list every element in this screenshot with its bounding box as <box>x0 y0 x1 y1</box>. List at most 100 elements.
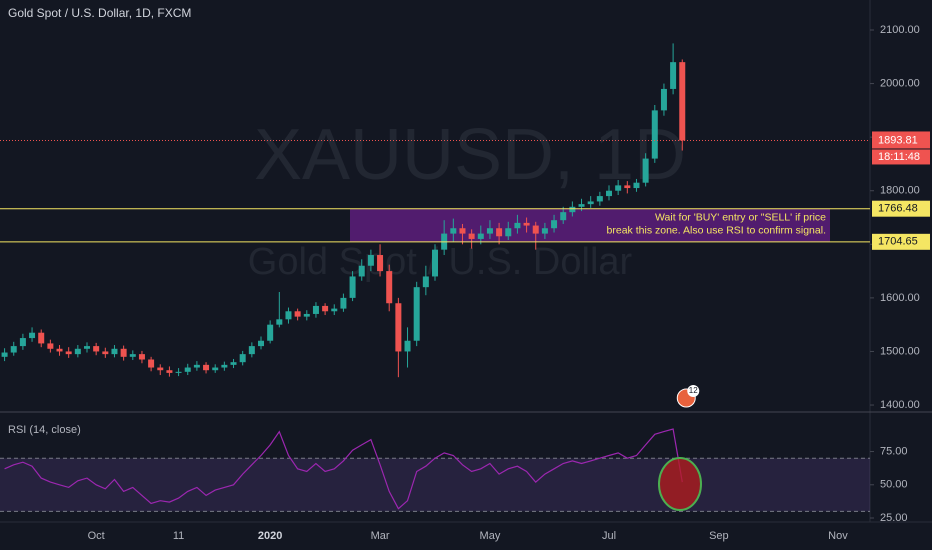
candle-body <box>148 359 155 368</box>
y-tick-label: 1600.00 <box>880 292 920 304</box>
candle-body <box>120 348 127 357</box>
candle-body <box>230 362 237 365</box>
candle-body <box>294 311 301 317</box>
candle-body <box>166 370 173 373</box>
y-tick-label: 1800.00 <box>880 185 920 197</box>
candle-body <box>10 346 17 353</box>
candle-body <box>450 228 457 234</box>
candle-body <box>477 233 484 239</box>
candle-body <box>596 196 603 202</box>
candle-body <box>47 343 54 349</box>
candle-body <box>212 367 219 371</box>
countdown-tag <box>872 149 930 165</box>
candle-body <box>404 340 411 352</box>
candle-body <box>138 354 145 360</box>
watermark: XAUUSD, 1D <box>254 115 686 195</box>
event-badge-count-bg <box>687 385 700 397</box>
annotation-zone <box>350 208 830 242</box>
y-tick-label: 1500.00 <box>880 345 920 357</box>
highlight-circle <box>658 457 702 511</box>
candle-body <box>331 308 338 312</box>
candle-body <box>258 340 264 347</box>
candle-body <box>468 233 475 239</box>
candle-body <box>248 346 255 355</box>
candle-body <box>312 305 319 314</box>
chart-title: Gold Spot / U.S. Dollar, 1D, FXCM <box>8 6 191 20</box>
last-price-tag <box>872 131 930 149</box>
candle-body <box>203 364 210 371</box>
rsi-band <box>0 458 870 512</box>
annotation-text: Wait for 'BUY' entry or "SELL' if price <box>655 211 826 223</box>
y-tick-label: 2000.00 <box>880 77 920 89</box>
level-label: 1766.48 <box>878 203 918 215</box>
candle-body <box>660 88 667 111</box>
candle-body <box>56 348 63 352</box>
candle-body <box>276 319 283 325</box>
candle-body <box>551 220 558 229</box>
y-tick-label: 1400.00 <box>880 399 920 411</box>
y-tick-label: 25.00 <box>880 512 908 524</box>
candle-body <box>432 249 438 277</box>
candle-body <box>496 228 503 237</box>
rsi-title: RSI (14, close) <box>8 424 81 436</box>
candle-body <box>532 225 539 234</box>
candle-body <box>367 255 374 266</box>
candle-body <box>633 182 640 189</box>
candle-body <box>578 204 585 207</box>
candle-body <box>102 351 109 355</box>
candle-body <box>285 311 292 320</box>
candle-body <box>129 354 136 357</box>
candle-body <box>84 346 90 349</box>
candle-body <box>349 276 356 298</box>
candle-body <box>523 222 530 226</box>
candle-body <box>587 201 594 205</box>
x-tick-label: Sep <box>709 530 729 542</box>
level-tag <box>872 200 930 217</box>
y-tick-label: 2100.00 <box>880 24 920 36</box>
y-tick-label: 50.00 <box>880 479 908 491</box>
x-tick-label: Jul <box>602 530 616 542</box>
x-tick-label: Oct <box>88 530 105 542</box>
candle-body <box>193 364 200 368</box>
candle-body <box>386 271 393 304</box>
candle-body <box>175 371 182 373</box>
candle-body <box>74 348 81 355</box>
candle-body <box>486 228 493 234</box>
candle-body <box>303 313 310 317</box>
candle-body <box>29 332 36 339</box>
candle-body <box>93 346 100 352</box>
level-label: 1704.65 <box>878 236 918 248</box>
x-tick-label: 11 <box>173 530 184 542</box>
x-tick-label: Nov <box>828 530 848 542</box>
candle-body <box>38 332 45 344</box>
candle-body <box>221 364 228 368</box>
candle-body <box>615 185 622 191</box>
candle-body <box>322 305 329 312</box>
candle-body <box>651 110 658 159</box>
candle-body <box>459 228 466 234</box>
candle-body <box>395 303 402 352</box>
y-tick-label: 75.00 <box>880 445 908 457</box>
candle-body <box>157 367 164 371</box>
annotation-text: break this zone. Also use RSI to confirm… <box>607 224 826 236</box>
candle-body <box>65 351 72 355</box>
event-badge-count: 12 <box>689 386 698 395</box>
candle-body <box>541 228 548 234</box>
candle-body <box>624 185 631 189</box>
candle-body <box>1 352 8 357</box>
candle-body <box>514 222 521 229</box>
candle-body <box>679 62 686 141</box>
candle-body <box>267 324 274 341</box>
x-tick-label: 2020 <box>258 530 282 542</box>
candle-body <box>569 206 576 213</box>
candle-body <box>19 338 26 347</box>
countdown: 18:11:48 <box>878 151 920 163</box>
x-tick-label: May <box>480 530 501 542</box>
last-price-label: 1893.81 <box>878 134 918 146</box>
candle-body <box>606 190 612 197</box>
candle-body <box>239 354 246 363</box>
candle-body <box>670 62 677 89</box>
candle-body <box>184 367 191 372</box>
watermark-subtitle: Gold Spot / U.S. Dollar <box>248 241 633 283</box>
